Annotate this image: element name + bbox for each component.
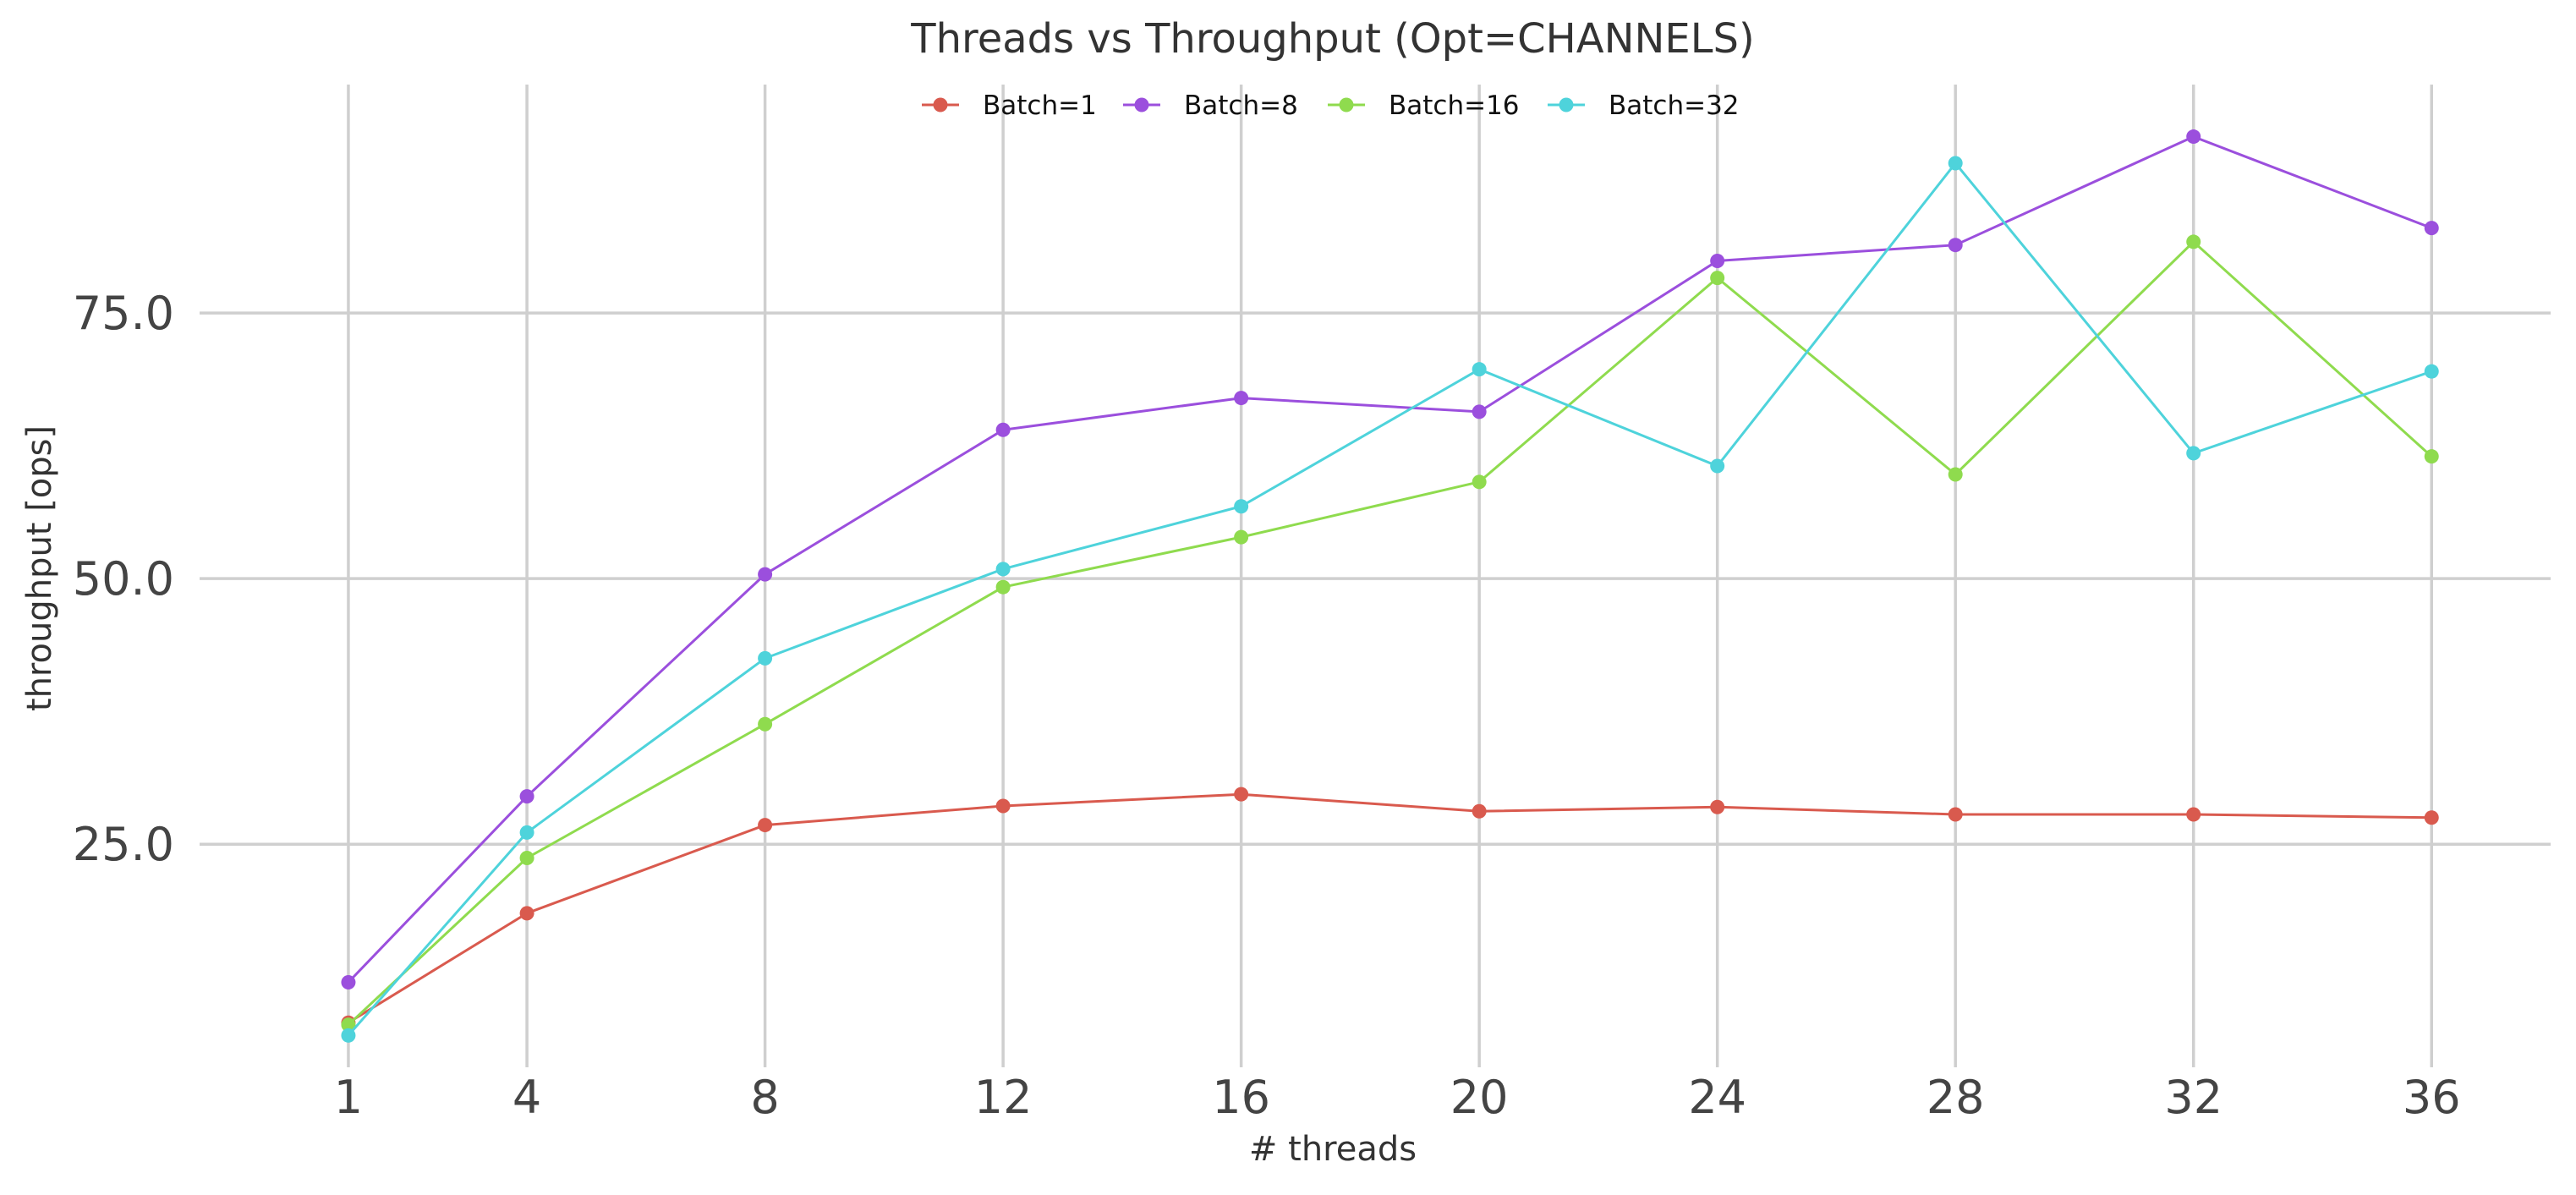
legend-label: Batch=32: [1609, 90, 1740, 121]
x-tick-label: 4: [512, 1071, 541, 1124]
data-point: [2424, 449, 2439, 464]
series-4: [341, 156, 2439, 1043]
data-point: [1234, 529, 1249, 545]
data-point: [1710, 254, 1725, 269]
data-point: [1472, 474, 1487, 490]
data-point: [2424, 221, 2439, 236]
data-point: [2186, 446, 2201, 461]
legend-entry: Batch=16: [1328, 90, 1520, 121]
data-point: [1948, 467, 1963, 482]
data-point: [1710, 458, 1725, 474]
series-1: [341, 787, 2439, 1030]
data-point: [758, 716, 773, 732]
x-tick-label: 16: [1212, 1071, 1270, 1124]
legend-label: Batch=16: [1389, 90, 1520, 121]
x-tick-label: 20: [1450, 1071, 1509, 1124]
data-point: [1234, 499, 1249, 514]
legend: Batch=1 Batch=8 Batch=16 Batch=32: [922, 90, 1740, 121]
data-point: [1472, 803, 1487, 819]
data-point: [519, 906, 534, 921]
data-point: [1948, 807, 1963, 822]
y-tick-label: 25.0: [73, 818, 174, 871]
data-point: [341, 1017, 356, 1033]
y-tick-label: 50.0: [73, 552, 174, 606]
legend-marker: [1559, 97, 1574, 112]
data-point: [758, 567, 773, 582]
data-point: [2186, 234, 2201, 249]
series-2: [341, 129, 2439, 990]
data-point: [2424, 364, 2439, 379]
x-tick-label: 32: [2164, 1071, 2222, 1124]
data-point: [995, 422, 1011, 437]
data-point: [2424, 810, 2439, 825]
series: [341, 129, 2439, 1043]
data-point: [519, 789, 534, 804]
data-point: [1472, 404, 1487, 419]
series-3: [341, 234, 2439, 1033]
data-point: [341, 1028, 356, 1043]
data-point: [1234, 391, 1249, 406]
data-point: [341, 975, 356, 990]
x-tick-label: 1: [334, 1071, 363, 1124]
x-tick-label: 8: [750, 1071, 779, 1124]
data-point: [995, 562, 1011, 577]
chart-title: Threads vs Throughput (Opt=CHANNELS): [910, 15, 1754, 63]
x-tick-label: 24: [1688, 1071, 1746, 1124]
legend-entry: Batch=32: [1548, 90, 1740, 121]
data-point: [519, 851, 534, 866]
data-point: [2186, 129, 2201, 145]
x-tick-label: 28: [1927, 1071, 1985, 1124]
y-tick-label: 75.0: [73, 287, 174, 340]
legend-marker: [1339, 97, 1354, 112]
legend-label: Batch=1: [983, 90, 1097, 121]
x-axis-label: # threads: [1249, 1130, 1417, 1169]
grid: [200, 85, 2551, 1067]
data-point: [758, 818, 773, 833]
data-point: [1472, 362, 1487, 377]
data-point: [995, 579, 1011, 595]
data-point: [995, 798, 1011, 814]
legend-marker: [933, 97, 948, 112]
ticks: 1 4 8 12 16 20 24 28 32 36 25.0 50.0 75.0: [73, 287, 2461, 1124]
data-point: [2186, 807, 2201, 822]
data-point: [1710, 799, 1725, 814]
data-point: [519, 825, 534, 840]
legend-entry: Batch=8: [1123, 90, 1298, 121]
x-tick-label: 36: [2403, 1071, 2461, 1124]
data-point: [758, 650, 773, 666]
series-line: [347, 161, 2432, 1037]
x-tick-label: 12: [974, 1071, 1033, 1124]
data-point: [1948, 156, 1963, 171]
data-point: [1234, 787, 1249, 802]
legend-marker: [1134, 97, 1149, 112]
series-line: [347, 239, 2433, 1026]
series-line: [348, 792, 2432, 1024]
data-point: [1948, 238, 1963, 253]
data-point: [1710, 271, 1725, 286]
y-axis-label: throughput [ops]: [20, 425, 59, 711]
legend-entry: Batch=1: [922, 90, 1097, 121]
series-line: [347, 134, 2432, 984]
legend-label: Batch=8: [1184, 90, 1298, 121]
